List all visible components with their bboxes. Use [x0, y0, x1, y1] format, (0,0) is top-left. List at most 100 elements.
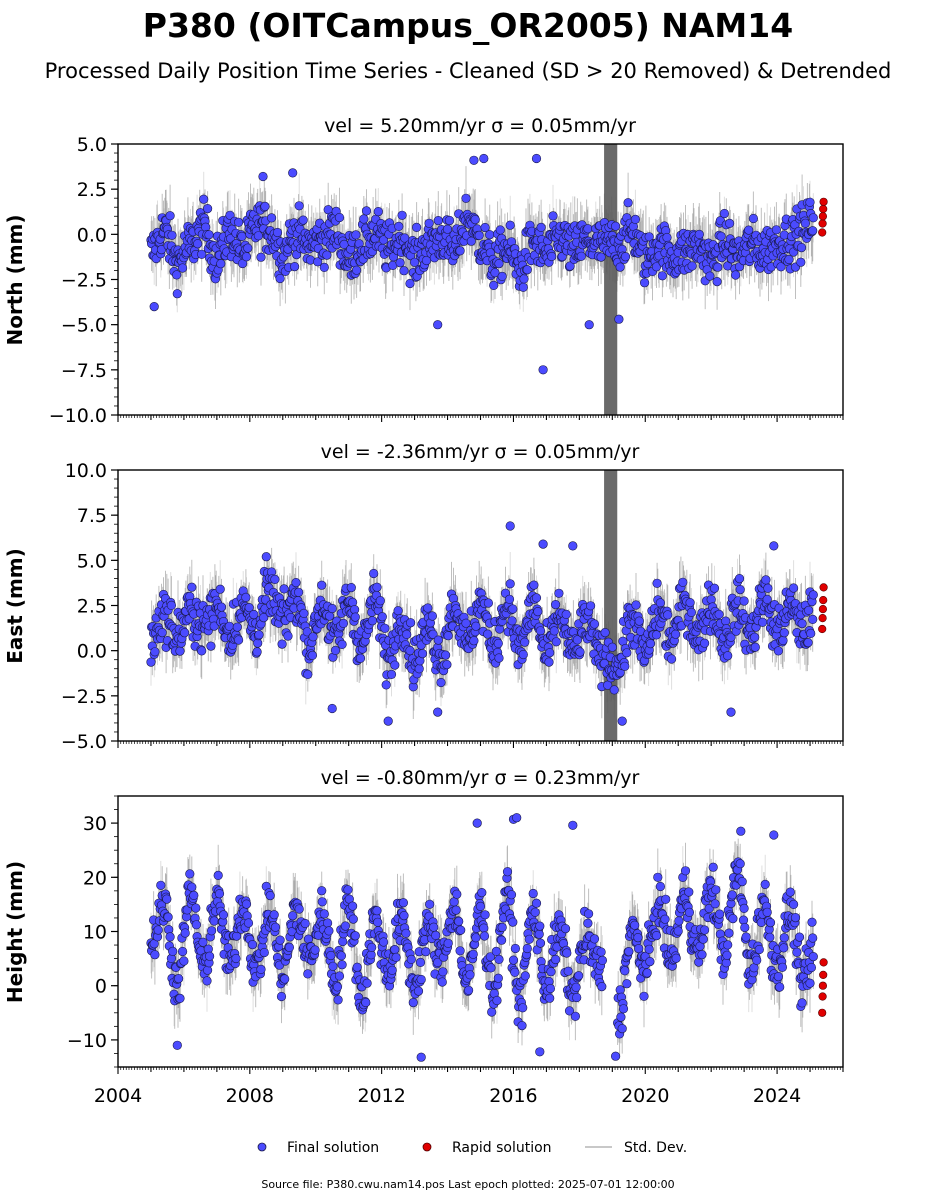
final-solution-point — [167, 230, 177, 240]
final-solution-point — [405, 278, 415, 289]
final-solution-point — [258, 171, 268, 182]
final-solution-point — [536, 222, 546, 232]
final-solution-point — [518, 649, 528, 660]
final-solution-point — [206, 641, 216, 651]
final-solution-point — [375, 596, 385, 606]
final-solution-point — [165, 211, 175, 221]
final-solution-point — [394, 221, 404, 231]
final-solution-point — [334, 212, 345, 223]
rapid-solution-point — [818, 624, 827, 634]
east-panel: vel = -2.36mm/yr σ = 0.05mm/yr East (mm)… — [3, 441, 844, 753]
final-solution-point — [377, 612, 387, 622]
final-solution-point — [417, 648, 428, 659]
final-solution-point — [750, 632, 760, 642]
north-final-solution-points — [146, 153, 818, 375]
y-tick-label: 2.5 — [77, 596, 107, 618]
final-solution-point — [719, 208, 730, 219]
final-solution-point — [726, 707, 736, 717]
final-solution-point — [241, 592, 251, 603]
final-solution-point — [776, 262, 786, 272]
final-solution-point — [655, 598, 666, 608]
final-solution-point — [197, 646, 207, 656]
final-solution-point — [670, 629, 681, 639]
final-solution-point — [806, 628, 816, 639]
final-solution-point — [461, 193, 471, 203]
north-std-dev-bars — [150, 166, 814, 313]
north-data-gap-band — [604, 144, 618, 415]
final-solution-point — [519, 274, 529, 284]
y-tick-label: −2.5 — [61, 270, 107, 292]
final-solution-point — [317, 580, 327, 590]
final-solution-point — [325, 611, 335, 621]
final-solution-point — [644, 232, 654, 242]
final-solution-point — [771, 225, 782, 235]
final-solution-point — [494, 653, 504, 663]
final-solution-point — [361, 206, 372, 216]
final-solution-point — [652, 578, 662, 588]
final-solution-point — [204, 230, 214, 240]
final-solution-point — [234, 217, 244, 227]
final-solution-point — [483, 598, 494, 608]
final-solution-point — [808, 226, 818, 236]
y-tick-label: −5.0 — [61, 731, 107, 753]
final-solution-point — [631, 600, 641, 610]
final-solution-point — [607, 642, 617, 652]
final-solution-point — [494, 259, 504, 269]
final-solution-point — [617, 716, 627, 726]
final-solution-point — [249, 609, 259, 620]
east-data-gap-band — [604, 470, 618, 741]
rapid-solution-point — [819, 204, 828, 214]
final-solution-point — [252, 647, 262, 657]
final-solution-point — [699, 638, 710, 648]
final-solution-point — [709, 583, 720, 593]
final-solution-point — [535, 626, 546, 636]
final-solution-point — [350, 612, 360, 622]
final-solution-point — [433, 320, 443, 330]
final-solution-point — [410, 257, 420, 267]
final-solution-point — [651, 262, 662, 272]
rapid-solution-point — [818, 219, 827, 228]
final-solution-point — [399, 266, 409, 276]
final-solution-point — [808, 213, 818, 223]
final-solution-point — [505, 521, 515, 531]
final-solution-point — [381, 680, 391, 690]
final-solution-point — [359, 214, 369, 224]
final-solution-point — [716, 231, 726, 241]
north-panel: vel = 5.20mm/yr σ = 0.05mm/yr North (mm)… — [3, 115, 844, 427]
final-solution-point — [178, 263, 188, 273]
final-solution-point — [187, 582, 197, 592]
final-solution-point — [436, 677, 446, 688]
final-solution-point — [216, 602, 227, 612]
final-solution-point — [150, 647, 160, 657]
final-solution-point — [402, 629, 412, 640]
final-solution-point — [470, 215, 480, 225]
height-panel-title: vel = -0.80mm/yr σ = 0.23mm/yr — [321, 767, 640, 789]
north-plot-area — [146, 144, 828, 415]
y-tick-label: −5.0 — [61, 315, 107, 337]
final-solution-point — [769, 541, 779, 551]
final-solution-point — [796, 257, 806, 267]
final-solution-point — [666, 654, 677, 664]
final-solution-point — [433, 635, 443, 645]
final-solution-point — [395, 258, 405, 268]
final-solution-point — [723, 651, 733, 661]
final-solution-point — [428, 629, 438, 639]
final-solution-point — [256, 252, 266, 262]
height-plot-area — [146, 813, 828, 1062]
chart-subtitle: Processed Daily Position Time Series - C… — [45, 59, 892, 83]
final-solution-point — [800, 218, 811, 228]
final-solution-point — [275, 273, 285, 284]
final-solution-point — [489, 280, 499, 291]
final-solution-point — [469, 636, 479, 646]
final-solution-point — [529, 580, 539, 590]
north-panel-title: vel = 5.20mm/yr σ = 0.05mm/yr — [324, 115, 636, 137]
final-solution-point — [507, 616, 517, 626]
final-solution-point — [319, 262, 329, 273]
final-solution-point — [596, 252, 606, 262]
height-panel: vel = -0.80mm/yr σ = 0.23mm/yr Height (m… — [3, 767, 844, 1107]
final-solution-point — [724, 218, 735, 228]
final-solution-point — [721, 616, 731, 626]
final-solution-point — [355, 653, 366, 663]
east-panel-title: vel = -2.36mm/yr σ = 0.05mm/yr — [321, 441, 640, 463]
final-solution-point — [427, 611, 438, 621]
